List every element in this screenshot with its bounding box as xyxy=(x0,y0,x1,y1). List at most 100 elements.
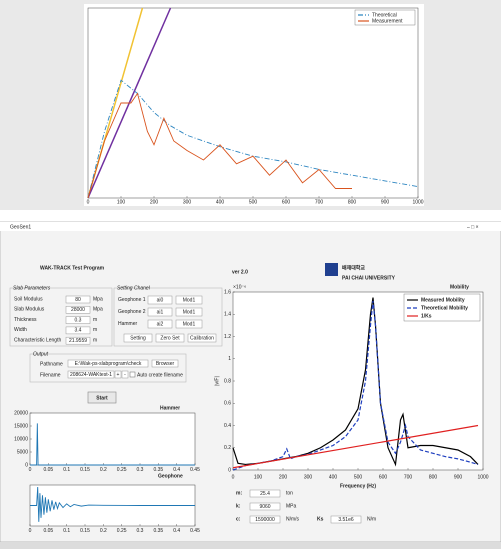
result-label: k: xyxy=(236,503,241,509)
x-tick-label: 0 xyxy=(29,467,32,473)
slab-input-text[interactable]: 21.9559 xyxy=(69,338,87,344)
x-tick-label: 0 xyxy=(87,199,90,205)
slab-input-text[interactable]: 80 xyxy=(75,297,81,303)
result-unit: N/m xyxy=(367,516,376,522)
path-input-text[interactable]: E:\Wak-ps-slabprogram\check xyxy=(75,361,142,367)
slab-unit: m xyxy=(93,338,97,344)
channel-button-text[interactable]: Zero Set xyxy=(160,335,180,341)
channel-button[interactable] xyxy=(187,333,217,343)
slab-label: Thickness xyxy=(14,317,37,323)
slab-input-text[interactable]: 28000 xyxy=(71,307,85,313)
slab-label: Slab Modulus xyxy=(14,307,45,313)
geophone-title: Geophone xyxy=(158,473,183,479)
slab-input-text[interactable]: 3.4 xyxy=(75,328,82,334)
y-tick-label: 5000 xyxy=(17,449,28,455)
result-label: c: xyxy=(236,516,241,522)
window-caption: GeoSen1 xyxy=(10,224,31,230)
x-tick-label: 500 xyxy=(249,199,258,205)
y-tick-label: 0 xyxy=(25,462,28,468)
x-tick-label: 600 xyxy=(282,199,291,205)
slab-input[interactable] xyxy=(65,306,91,314)
hammer-title: Hammer xyxy=(160,405,180,411)
x-tick-label: 0.1 xyxy=(63,528,70,534)
result-input-text[interactable]: 9060 xyxy=(259,504,270,510)
channel-module[interactable] xyxy=(175,307,203,317)
x-tick-label: 1000 xyxy=(412,199,423,205)
y-tick-label: 0.8 xyxy=(224,378,231,384)
browse-button[interactable] xyxy=(151,359,179,368)
x-tick-label: 0.2 xyxy=(100,467,107,473)
result-input-text[interactable]: 25.4 xyxy=(260,491,270,497)
channel-input[interactable] xyxy=(147,295,173,305)
slab-unit: Mpa xyxy=(93,307,103,313)
channel-button-text[interactable]: Setting xyxy=(130,335,146,341)
legend-label: Measurement xyxy=(372,18,403,24)
slab-input[interactable] xyxy=(65,316,91,324)
channel-button-text[interactable]: Calibration xyxy=(190,335,214,341)
plus-button-text[interactable]: + xyxy=(117,372,120,378)
x-tick-label: 0.1 xyxy=(63,467,70,473)
result-input[interactable] xyxy=(249,489,281,498)
channel-input[interactable] xyxy=(147,319,173,329)
channel-module[interactable] xyxy=(175,319,203,329)
channel-button[interactable] xyxy=(123,333,153,343)
x-tick-label: 0.15 xyxy=(80,467,90,473)
logo-english: PAI CHAI UNIVERSITY xyxy=(342,275,396,281)
path-input[interactable] xyxy=(67,359,149,368)
slab-input-text[interactable]: 0.3 xyxy=(75,317,82,323)
x-tick-label: 200 xyxy=(279,474,288,480)
result-input[interactable] xyxy=(249,502,281,511)
plot-area xyxy=(29,412,196,466)
plot-area xyxy=(87,7,419,199)
x-tick-label: 900 xyxy=(381,199,390,205)
plus-button[interactable] xyxy=(114,370,122,379)
x-tick-label: 200 xyxy=(150,199,159,205)
minus-button[interactable] xyxy=(121,370,129,379)
x-tick-label: 0.25 xyxy=(117,528,127,534)
result-input[interactable] xyxy=(330,515,362,524)
auto-checkbox[interactable] xyxy=(129,371,136,378)
minus-button-text[interactable]: - xyxy=(124,372,126,378)
x-tick-label: 0.35 xyxy=(153,528,163,534)
file-input[interactable] xyxy=(67,370,115,379)
channel-button[interactable] xyxy=(155,333,185,343)
channel-input[interactable] xyxy=(147,307,173,317)
title-bar xyxy=(0,222,501,231)
y-tick-label: 10000 xyxy=(14,436,28,442)
series-line xyxy=(232,424,479,469)
result-input[interactable] xyxy=(249,515,281,524)
slab-unit: m xyxy=(93,317,97,323)
start-button[interactable] xyxy=(87,391,117,404)
slab-input[interactable] xyxy=(65,336,91,345)
slab-heading: Slab Parameters xyxy=(13,285,51,291)
logo-korean: 배재대학교 xyxy=(342,264,365,271)
result-input-text[interactable]: 3.51e6 xyxy=(338,517,354,523)
channel-input-text[interactable]: ai1 xyxy=(157,309,164,315)
result-input-text[interactable]: 1590000 xyxy=(255,517,275,523)
start-label[interactable]: Start xyxy=(96,395,108,401)
channel-module[interactable] xyxy=(175,295,203,305)
browse-button-text[interactable]: Browser xyxy=(156,361,175,367)
y-tick-label: 1.6 xyxy=(224,289,231,295)
x-tick-label: 700 xyxy=(315,199,324,205)
slab-label: Soil Modulus xyxy=(14,296,43,302)
output-heading: Output xyxy=(33,351,49,357)
y-tick-label: 1 xyxy=(228,356,231,362)
channel-module-text[interactable]: Mod1 xyxy=(183,309,196,315)
channel-label: Geophone 1 xyxy=(118,297,146,303)
file-input-text[interactable]: 208624-WAKtest-1 xyxy=(70,372,112,378)
channel-label: Geophone 2 xyxy=(118,309,146,315)
y-tick-label: 0 xyxy=(228,467,231,473)
channel-input-text[interactable]: ai2 xyxy=(157,321,164,327)
result-unit: N/m/s xyxy=(286,516,300,522)
channel-module-text[interactable]: Mod1 xyxy=(183,297,196,303)
channel-module-text[interactable]: Mod1 xyxy=(183,321,196,327)
slab-input[interactable] xyxy=(65,295,91,304)
y-tick-label: 15000 xyxy=(14,423,28,429)
series-line xyxy=(87,79,419,199)
x-tick-label: 0.45 xyxy=(190,528,200,534)
slab-input[interactable] xyxy=(65,326,91,335)
channel-input-text[interactable]: ai0 xyxy=(157,297,164,303)
x-tick-label: 0.3 xyxy=(137,467,144,473)
